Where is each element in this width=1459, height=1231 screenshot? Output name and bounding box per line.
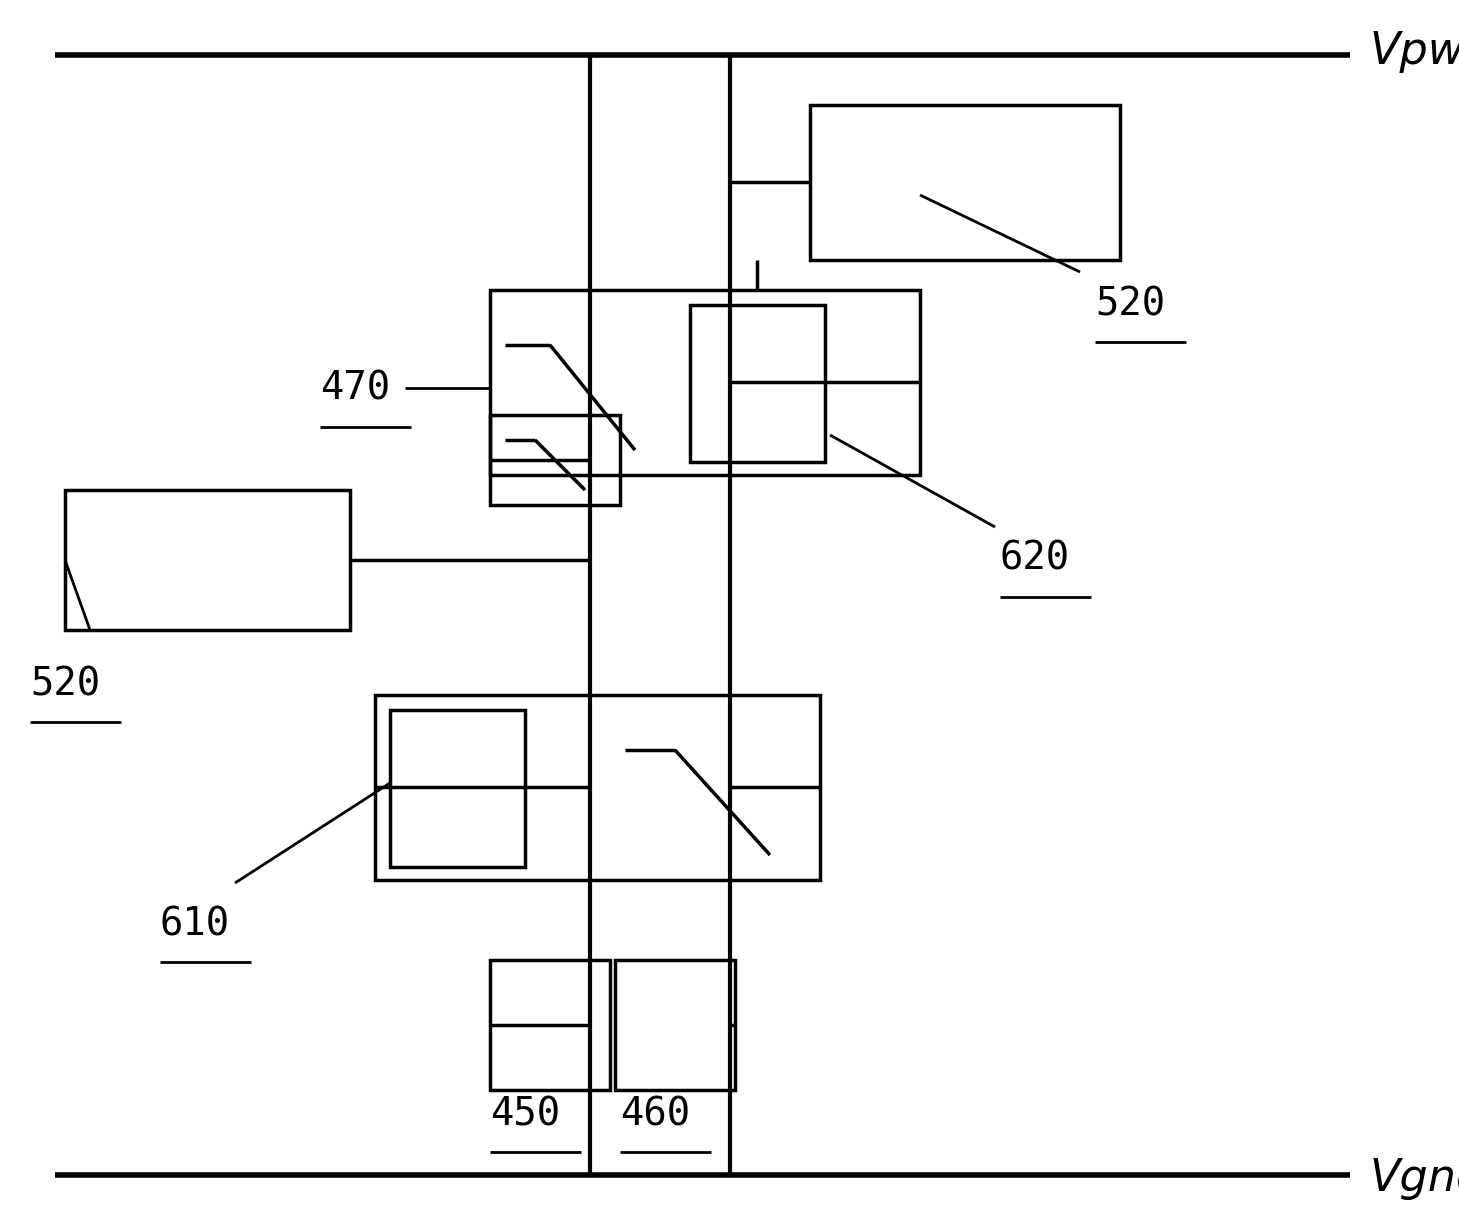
Text: 620: 620 xyxy=(999,540,1069,579)
Bar xyxy=(490,291,921,475)
Text: Vpwr: Vpwr xyxy=(1370,30,1459,73)
Bar xyxy=(690,305,824,462)
Bar xyxy=(616,960,735,1089)
Text: 520: 520 xyxy=(1096,286,1166,323)
Bar xyxy=(810,105,1121,260)
Text: 520: 520 xyxy=(31,665,101,703)
Text: 470: 470 xyxy=(320,371,390,407)
Bar xyxy=(66,490,350,630)
Text: 610: 610 xyxy=(160,905,231,943)
Text: 450: 450 xyxy=(490,1096,560,1133)
Bar xyxy=(375,696,820,880)
Bar xyxy=(490,415,620,505)
Text: 460: 460 xyxy=(620,1096,690,1133)
Bar xyxy=(490,960,610,1089)
Text: Vgnd: Vgnd xyxy=(1370,1157,1459,1200)
Bar xyxy=(390,710,525,867)
